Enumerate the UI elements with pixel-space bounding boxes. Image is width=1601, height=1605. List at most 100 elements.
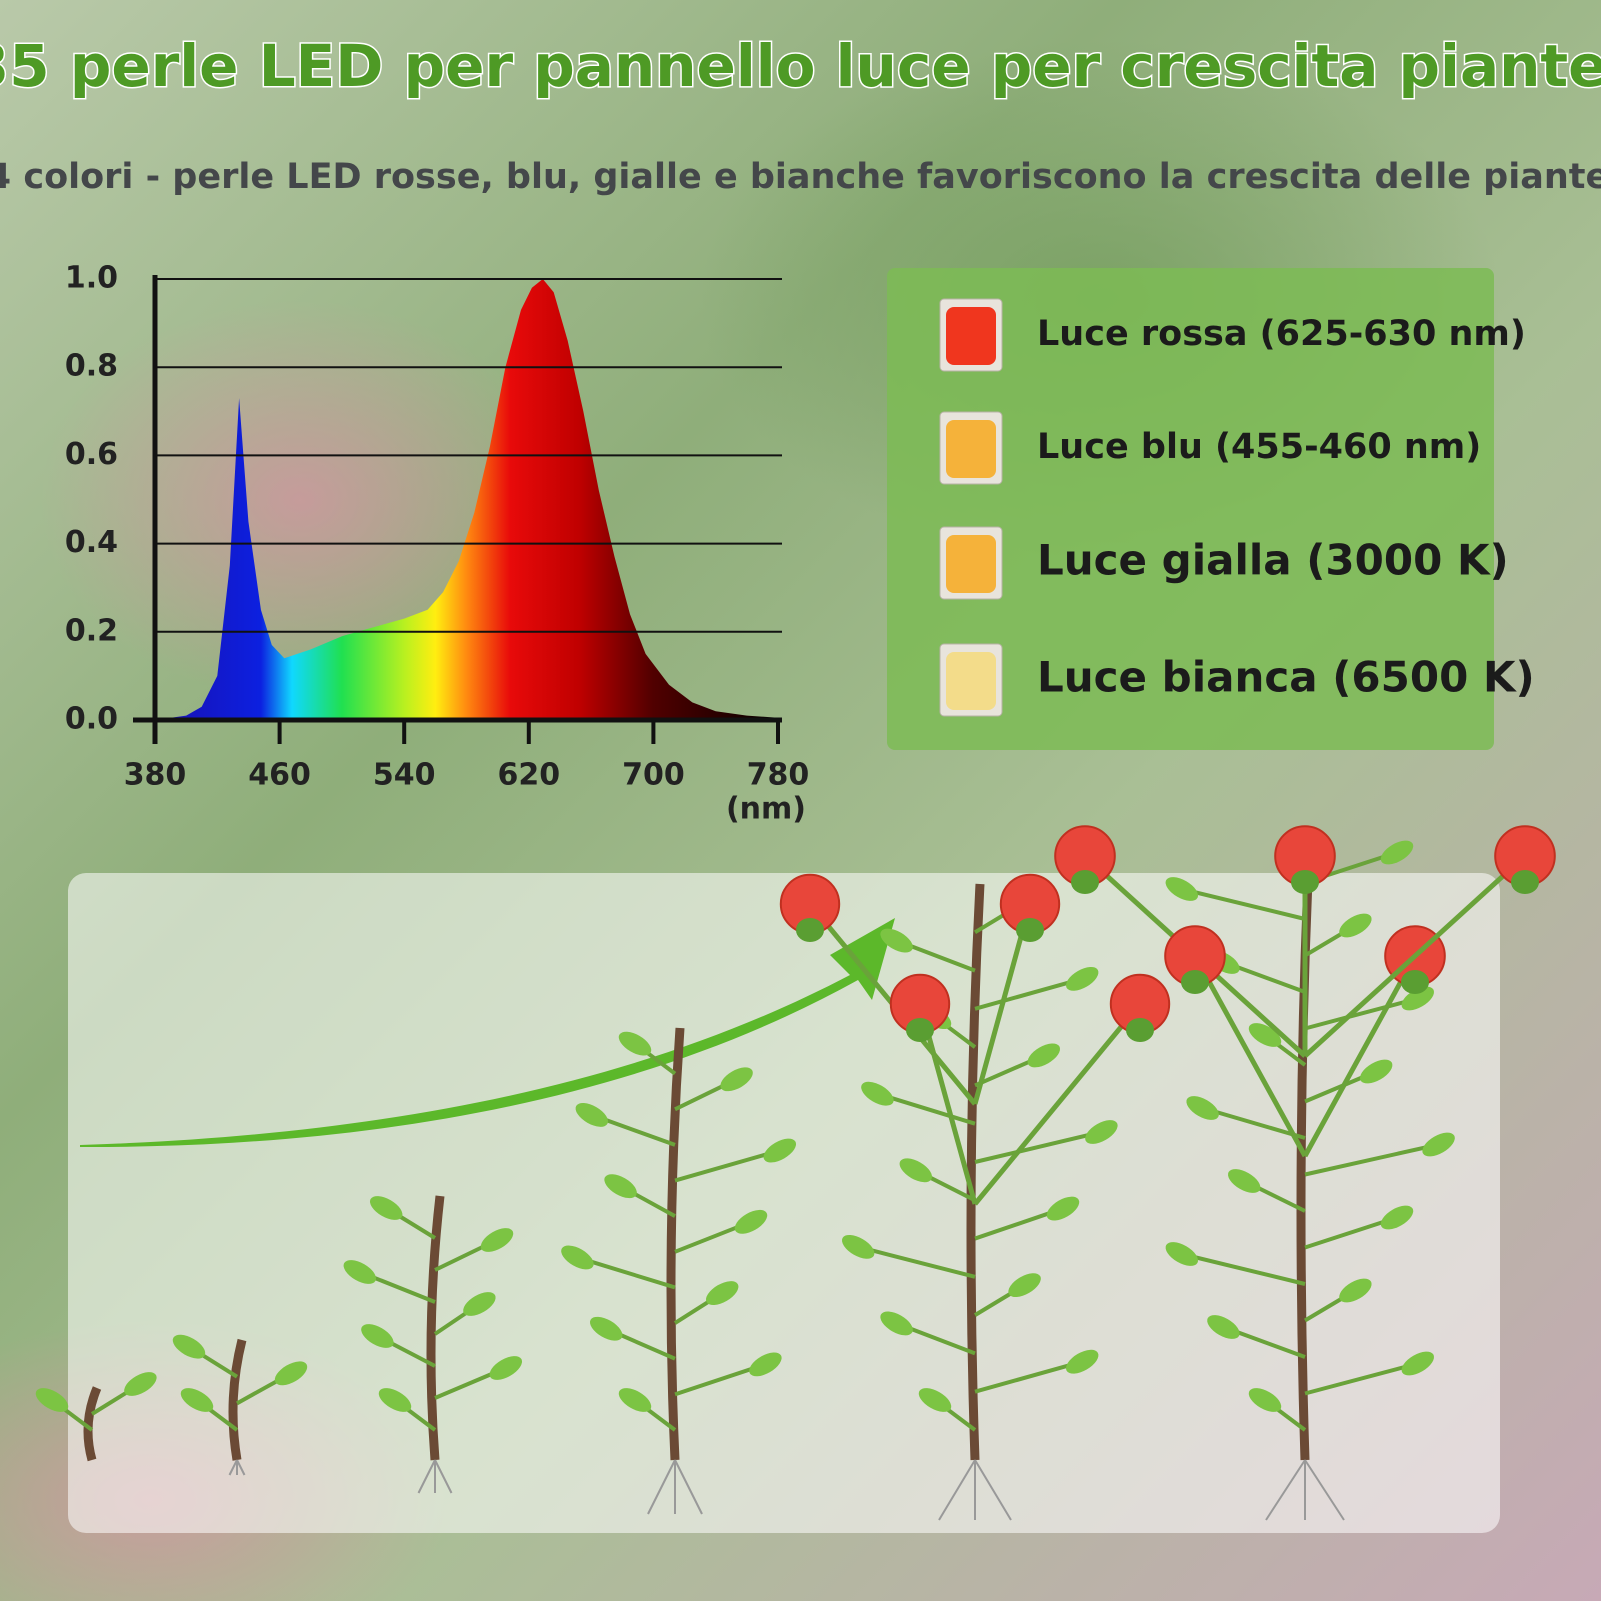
y-tick-label: 0.8	[65, 349, 118, 384]
flower-stem	[973, 1002, 1142, 1206]
leaf	[1065, 1349, 1099, 1374]
leaf	[720, 1067, 753, 1092]
x-tick-label: 620	[497, 758, 560, 793]
branch	[974, 976, 1083, 1011]
sepal	[1016, 918, 1044, 942]
sepal	[1291, 870, 1319, 894]
leaf	[1248, 1023, 1282, 1047]
leaf	[1380, 1205, 1414, 1230]
led-chip	[946, 307, 996, 365]
leaf	[1165, 877, 1199, 901]
stem	[666, 1027, 685, 1461]
leaf	[1339, 1278, 1372, 1303]
title: 135 perle LED per pannello luce per cres…	[0, 32, 1601, 100]
leaf	[1046, 1196, 1080, 1221]
root	[434, 1459, 453, 1494]
leaf	[618, 1031, 652, 1056]
growth-arrow	[80, 918, 895, 1148]
led-chip	[946, 420, 996, 478]
stem	[228, 1338, 247, 1461]
sepal	[1511, 870, 1539, 894]
leaf	[378, 1388, 412, 1412]
leaf	[899, 1158, 933, 1183]
flower-stem	[1192, 954, 1308, 1158]
leaf	[841, 1234, 875, 1259]
leaf	[918, 1388, 952, 1412]
leaf	[1380, 840, 1414, 865]
leaf	[1085, 1120, 1118, 1144]
branch	[674, 1148, 781, 1183]
x-tick-label: 460	[248, 758, 311, 793]
leaf	[604, 1174, 637, 1199]
legend-panel	[887, 268, 1494, 750]
branch	[1304, 1142, 1440, 1177]
leaf	[1227, 1169, 1261, 1193]
branch	[1304, 996, 1419, 1031]
leaf	[180, 1388, 214, 1412]
y-tick-label: 0.2	[65, 613, 118, 648]
branch	[974, 1359, 1083, 1394]
leaf	[1422, 1132, 1455, 1157]
leaf	[734, 1209, 768, 1234]
leaf	[880, 928, 913, 953]
leaf	[1186, 1096, 1219, 1120]
stem	[966, 883, 985, 1461]
background-blur	[40, 300, 560, 700]
sepal	[1126, 1018, 1154, 1042]
y-tick-label: 1.0	[65, 261, 118, 296]
root	[647, 1459, 676, 1515]
leaf	[361, 1324, 394, 1348]
x-tick-label: 780	[747, 758, 810, 793]
leaf	[589, 1316, 623, 1341]
x-axis-label: (nm)	[726, 792, 806, 827]
led-chip	[946, 535, 996, 593]
root	[974, 1459, 1012, 1521]
root	[228, 1459, 238, 1476]
leaf	[749, 1352, 782, 1377]
sepal	[1071, 870, 1099, 894]
leaf	[369, 1196, 403, 1220]
branch	[876, 1091, 976, 1126]
branch	[1181, 887, 1306, 921]
leaf	[1401, 986, 1435, 1011]
y-tick-label: 0.0	[65, 702, 118, 737]
legend-label: Luce rossa (625-630 nm)	[1037, 314, 1526, 354]
leaf	[1207, 1315, 1240, 1339]
branch	[1304, 1361, 1419, 1396]
branch	[576, 1255, 676, 1290]
y-tick-label: 0.6	[65, 437, 118, 472]
legend-label: Luce gialla (3000 K)	[1037, 536, 1509, 585]
legend-label: Luce blu (455-460 nm)	[1037, 427, 1481, 467]
spectrum-area	[155, 279, 778, 720]
leaf	[1027, 1043, 1061, 1068]
leaf	[274, 1361, 308, 1386]
branch	[974, 1130, 1102, 1164]
root	[674, 1459, 703, 1515]
sepal	[796, 918, 824, 942]
leaf	[124, 1372, 157, 1396]
leaf	[1401, 1351, 1435, 1376]
branch	[1181, 1252, 1306, 1286]
x-tick-label: 380	[124, 758, 187, 793]
leaf	[575, 1103, 609, 1127]
leaf	[1008, 1273, 1041, 1298]
leaf	[489, 1356, 523, 1380]
root	[938, 1459, 976, 1521]
leaf	[861, 1081, 894, 1106]
legend-label: Luce bianca (6500 K)	[1037, 653, 1535, 702]
leaf	[172, 1334, 206, 1359]
leaf	[618, 1388, 652, 1412]
leaf	[1065, 966, 1099, 991]
leaf	[561, 1245, 594, 1270]
subtitle: 4 colori - perle LED rosse, blu, gialle …	[0, 157, 1601, 197]
sepal	[1181, 970, 1209, 994]
y-tick-label: 0.4	[65, 525, 118, 560]
leaf	[463, 1292, 496, 1316]
sepal	[906, 1018, 934, 1042]
leaf	[480, 1228, 514, 1252]
root	[417, 1459, 436, 1494]
led-chip	[946, 652, 996, 710]
branch	[1202, 1106, 1306, 1140]
root	[1304, 1459, 1345, 1521]
